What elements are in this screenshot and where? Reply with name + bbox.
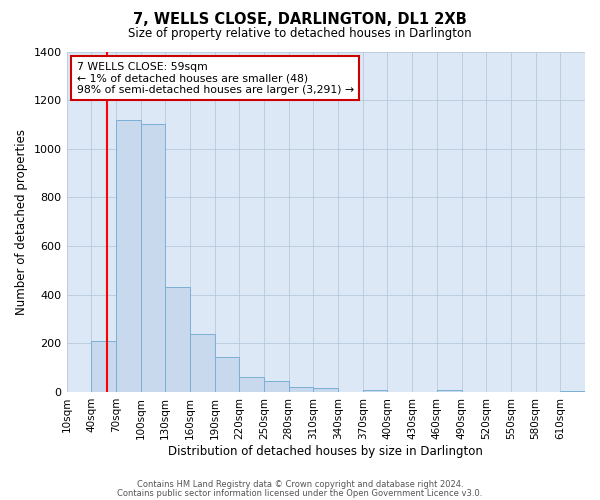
Bar xyxy=(289,387,313,392)
Bar xyxy=(313,388,338,392)
Bar xyxy=(239,378,264,392)
Text: Contains HM Land Registry data © Crown copyright and database right 2024.: Contains HM Land Registry data © Crown c… xyxy=(137,480,463,489)
Bar xyxy=(140,124,165,392)
Bar xyxy=(560,391,585,392)
Bar xyxy=(91,341,116,392)
Bar xyxy=(437,390,461,392)
Bar xyxy=(363,390,388,392)
X-axis label: Distribution of detached houses by size in Darlington: Distribution of detached houses by size … xyxy=(169,444,483,458)
Text: 7 WELLS CLOSE: 59sqm
← 1% of detached houses are smaller (48)
98% of semi-detach: 7 WELLS CLOSE: 59sqm ← 1% of detached ho… xyxy=(77,62,354,95)
Bar xyxy=(264,381,289,392)
Y-axis label: Number of detached properties: Number of detached properties xyxy=(15,129,28,315)
Bar xyxy=(165,288,190,392)
Bar xyxy=(116,120,140,392)
Text: Contains public sector information licensed under the Open Government Licence v3: Contains public sector information licen… xyxy=(118,489,482,498)
Bar xyxy=(190,334,215,392)
Text: 7, WELLS CLOSE, DARLINGTON, DL1 2XB: 7, WELLS CLOSE, DARLINGTON, DL1 2XB xyxy=(133,12,467,28)
Bar xyxy=(215,357,239,392)
Text: Size of property relative to detached houses in Darlington: Size of property relative to detached ho… xyxy=(128,28,472,40)
